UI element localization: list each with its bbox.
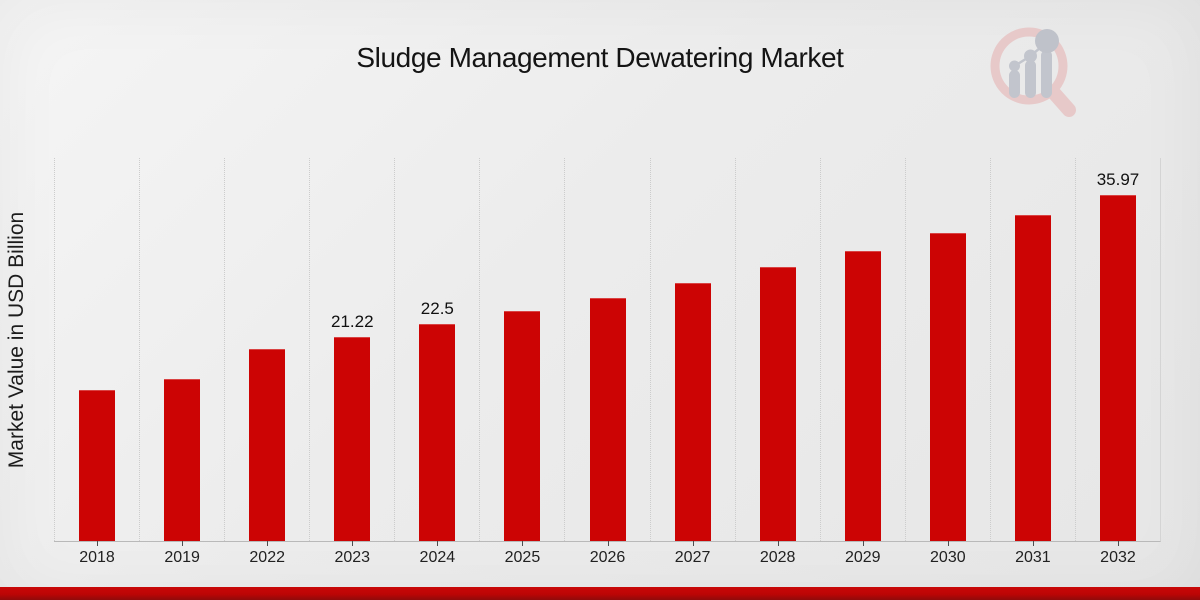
bar-2022 (249, 349, 286, 541)
bar-2031 (1014, 215, 1051, 541)
x-axis-tick (522, 541, 524, 546)
bar-2027 (674, 283, 711, 541)
x-axis-tick (1032, 541, 1034, 546)
magnifier-bar-chart-logo-icon (990, 27, 1076, 117)
x-tick-label-2028: 2028 (759, 549, 796, 566)
x-axis-tick (1117, 541, 1119, 546)
x-axis-tick (97, 541, 99, 546)
bar-2028 (759, 267, 796, 541)
chart-column-2029: 2029 (819, 158, 905, 566)
x-tick-label-2018: 2018 (79, 549, 115, 566)
bar-2029 (844, 251, 881, 541)
bar-2023 (334, 337, 371, 541)
x-tick-label-2022: 2022 (249, 549, 285, 566)
x-tick-label-2023: 2023 (334, 549, 371, 566)
x-tick-label-2029: 2029 (844, 549, 881, 566)
x-axis-tick (352, 541, 354, 546)
chart-column-2030: 2030 (904, 158, 990, 566)
bar-2024 (419, 324, 456, 541)
x-axis-tick (267, 541, 269, 546)
x-axis-tick (437, 541, 439, 546)
bar-2025 (504, 311, 541, 541)
x-axis-tick (947, 541, 949, 546)
x-tick-label-2019: 2019 (164, 549, 200, 566)
x-axis-tick (607, 541, 609, 546)
bar-2026 (589, 298, 626, 541)
bar-2032 (1099, 195, 1136, 541)
chart-column-2026: 2026 (564, 158, 649, 566)
bar-value-label-2023: 21.22 (330, 312, 374, 331)
x-axis-tick (862, 541, 864, 546)
x-axis-tick (777, 541, 779, 546)
footer-accent-band (0, 587, 1200, 600)
bar-value-label-2024: 22.5 (420, 299, 454, 318)
bar-value-label-2032: 35.97 (1096, 170, 1140, 189)
chart-column-2024: 22.5 2024 (394, 158, 479, 566)
x-tick-label-2032: 2032 (1100, 549, 1136, 566)
chart-column-2022: 2022 (224, 158, 309, 566)
plot-area: 2018 2019 2022 21.22 2023 22.5 2024 2025 2026 202… (54, 158, 1161, 566)
chart-column-2027: 2027 (649, 158, 735, 566)
x-axis-tick (182, 541, 184, 546)
x-tick-label-2025: 2025 (504, 549, 541, 566)
x-tick-label-2026: 2026 (589, 549, 626, 566)
chart-column-2028: 2028 (734, 158, 820, 566)
x-tick-label-2027: 2027 (674, 549, 711, 566)
x-axis-tick (692, 541, 694, 546)
chart-column-2018: 2018 (54, 158, 139, 566)
bar-2030 (929, 233, 966, 541)
chart-column-2019: 2019 (139, 158, 224, 566)
chart-column-2031: 2031 (989, 158, 1075, 566)
chart-column-2023: 21.22 2023 (309, 158, 394, 566)
y-axis-label: Market Value in USD Billion (5, 211, 28, 469)
x-tick-label-2024: 2024 (419, 549, 456, 566)
x-tick-label-2030: 2030 (930, 549, 966, 566)
chart-column-2025: 2025 (479, 158, 564, 566)
chart-column-2032: 35.97 2032 (1074, 158, 1160, 566)
bar-2018 (79, 390, 116, 541)
x-tick-label-2031: 2031 (1015, 549, 1051, 566)
chart-title: Sludge Management Dewatering Market (356, 42, 844, 73)
bar-2019 (164, 379, 201, 541)
